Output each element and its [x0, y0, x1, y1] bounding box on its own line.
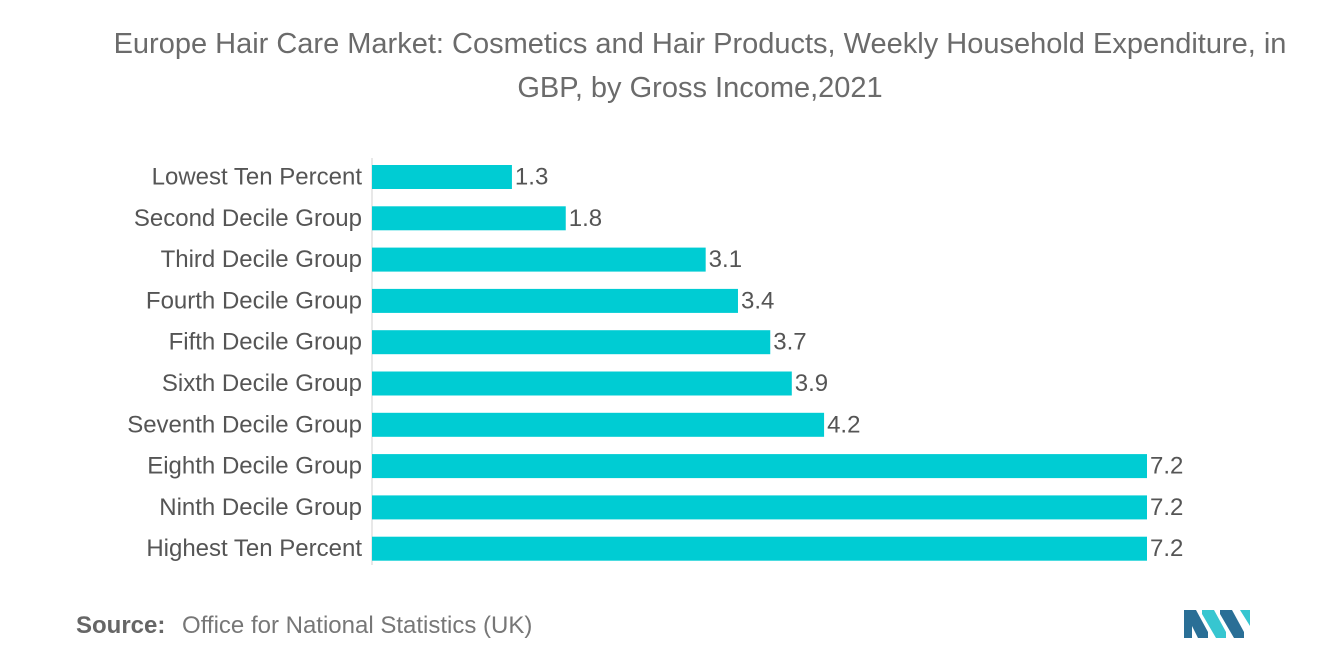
category-label: Lowest Ten Percent [152, 164, 363, 191]
source-note: Source: Office for National Statistics (… [76, 612, 532, 640]
value-label: 1.3 [515, 164, 548, 191]
bar [372, 165, 512, 189]
value-labels: 1.3 1.8 3.1 3.4 3.7 3.9 4.2 7.2 7.2 7.2 [515, 164, 1183, 563]
value-label: 7.2 [1150, 453, 1183, 480]
category-label: Highest Ten Percent [146, 535, 362, 562]
bar [372, 247, 706, 272]
category-label: Fourth Decile Group [146, 287, 362, 314]
category-label: Eighth Decile Group [147, 453, 362, 480]
source-text: Office for National Statistics (UK) [182, 612, 533, 639]
bar [372, 288, 738, 313]
bar [372, 371, 792, 396]
value-label: 7.2 [1150, 494, 1183, 521]
bar [372, 330, 771, 355]
bar [372, 206, 566, 231]
value-label: 3.7 [773, 329, 806, 356]
category-label: Seventh Decile Group [127, 411, 362, 438]
chart-title: Europe Hair Care Market: Cosmetics and H… [113, 28, 1287, 104]
bar [372, 412, 825, 437]
value-label: 7.2 [1150, 535, 1183, 562]
category-label: Sixth Decile Group [162, 370, 362, 397]
source-label: Source: [76, 612, 166, 639]
value-label: 3.9 [795, 370, 828, 397]
value-label: 1.8 [569, 205, 602, 232]
bar-group [372, 165, 1147, 561]
mordor-intelligence-logo-icon [1184, 602, 1252, 645]
value-label: 3.4 [741, 287, 774, 314]
value-label: 3.1 [709, 246, 742, 273]
category-label: Fifth Decile Group [169, 329, 362, 356]
bar [372, 495, 1147, 520]
bar-chart: Lowest Ten Percent Second Decile Group Thi… [127, 158, 1183, 565]
value-label: 4.2 [827, 411, 860, 438]
category-label: Ninth Decile Group [159, 494, 362, 521]
category-labels: Lowest Ten Percent Second Decile Group Thi… [127, 164, 362, 563]
category-label: Third Decile Group [161, 246, 362, 273]
category-label: Second Decile Group [134, 205, 362, 232]
bar [372, 454, 1147, 479]
bar [372, 536, 1147, 561]
